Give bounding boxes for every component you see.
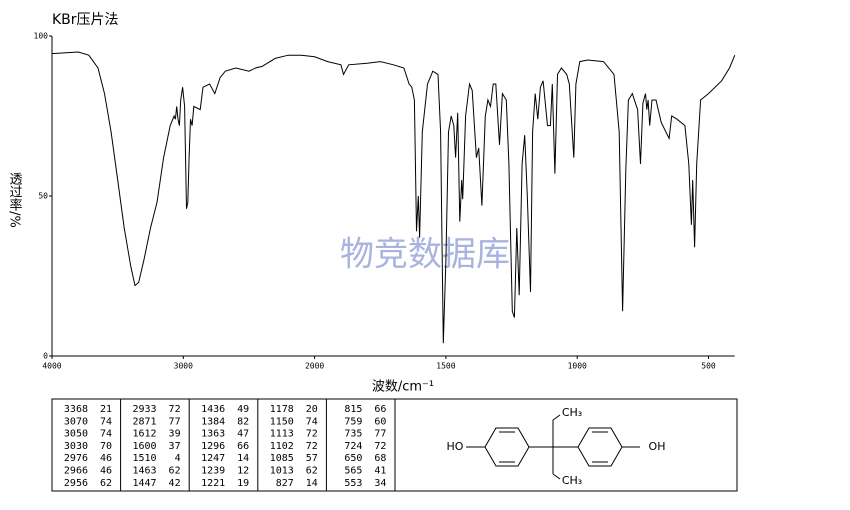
cell-wavenumber: 2956 [64, 478, 88, 489]
cell-transmittance: 20 [306, 404, 318, 415]
cell-wavenumber: 815 [344, 404, 362, 415]
cell-transmittance: 14 [237, 453, 249, 464]
bond [552, 414, 561, 421]
x-axis-label: 波数/cm⁻¹ [372, 380, 434, 395]
cell-transmittance: 74 [306, 416, 318, 427]
cell-transmittance: 21 [100, 404, 112, 415]
watermark: 物竞数据库 [340, 235, 510, 275]
atom-label: CH₃ [562, 406, 582, 419]
cell-transmittance: 4 [175, 453, 181, 464]
cell-wavenumber: 1150 [270, 416, 294, 427]
y-tick-label: 0 [43, 352, 48, 361]
spectrum-line [51, 51, 736, 344]
cell-wavenumber: 3070 [64, 416, 88, 427]
cell-transmittance: 77 [169, 416, 181, 427]
cell-transmittance: 66 [237, 441, 249, 452]
cell-transmittance: 74 [100, 429, 112, 440]
cell-transmittance: 49 [237, 404, 249, 415]
cell-wavenumber: 553 [344, 478, 362, 489]
cell-wavenumber: 1363 [201, 429, 225, 440]
cell-transmittance: 72 [374, 441, 386, 452]
cell-wavenumber: 2933 [133, 404, 157, 415]
cell-transmittance: 12 [237, 466, 249, 477]
cell-wavenumber: 565 [344, 466, 362, 477]
cell-transmittance: 70 [100, 441, 112, 452]
cell-wavenumber: 650 [344, 453, 362, 464]
x-tick-label: 1000 [568, 362, 587, 371]
cell-wavenumber: 1247 [201, 453, 225, 464]
x-tick-label: 4000 [42, 362, 61, 371]
cell-wavenumber: 1013 [270, 466, 294, 477]
cell-wavenumber: 1436 [201, 404, 225, 415]
cell-transmittance: 19 [237, 478, 249, 489]
x-tick-label: 3000 [174, 362, 193, 371]
cell-transmittance: 57 [306, 453, 318, 464]
cell-wavenumber: 1447 [133, 478, 157, 489]
cell-transmittance: 68 [374, 453, 386, 464]
atom-label: HO [447, 440, 464, 453]
cell-transmittance: 62 [306, 466, 318, 477]
x-tick-label: 500 [701, 362, 716, 371]
cell-transmittance: 72 [306, 429, 318, 440]
cell-transmittance: 46 [100, 466, 112, 477]
cell-wavenumber: 1239 [201, 466, 225, 477]
cell-transmittance: 47 [237, 429, 249, 440]
cell-wavenumber: 3368 [64, 404, 88, 415]
cell-wavenumber: 1113 [270, 429, 294, 440]
cell-wavenumber: 759 [344, 416, 362, 427]
cell-transmittance: 62 [169, 466, 181, 477]
cell-transmittance: 37 [169, 441, 181, 452]
ring-right [577, 427, 623, 467]
cell-wavenumber: 1384 [201, 416, 225, 427]
y-tick-label: 100 [34, 32, 49, 41]
cell-wavenumber: 2966 [64, 466, 88, 477]
ring-left [484, 427, 530, 467]
x-tick-label: 2000 [305, 362, 324, 371]
cell-transmittance: 72 [306, 441, 318, 452]
cell-transmittance: 60 [374, 416, 386, 427]
cell-wavenumber: 1085 [270, 453, 294, 464]
cell-transmittance: 46 [100, 453, 112, 464]
cell-transmittance: 62 [100, 478, 112, 489]
cell-wavenumber: 3050 [64, 429, 88, 440]
cell-wavenumber: 3030 [64, 441, 88, 452]
bond [552, 473, 561, 480]
cell-transmittance: 39 [169, 429, 181, 440]
chart-title: KBr压片法 [52, 12, 119, 28]
cell-wavenumber: 1296 [201, 441, 225, 452]
cell-transmittance: 34 [374, 478, 386, 489]
cell-wavenumber: 2976 [64, 453, 88, 464]
cell-transmittance: 66 [374, 404, 386, 415]
cell-wavenumber: 1178 [270, 404, 294, 415]
structure [466, 414, 640, 480]
cell-wavenumber: 1102 [270, 441, 294, 452]
cell-transmittance: 42 [169, 478, 181, 489]
cell-wavenumber: 1600 [133, 441, 157, 452]
y-tick-label: 50 [38, 192, 48, 201]
cell-wavenumber: 2871 [133, 416, 157, 427]
cell-wavenumber: 1463 [133, 466, 157, 477]
cell-transmittance: 72 [169, 404, 181, 415]
atom-label: CH₃ [562, 474, 582, 487]
cell-transmittance: 14 [306, 478, 318, 489]
cell-wavenumber: 827 [276, 478, 294, 489]
atom-label: OH [649, 440, 666, 453]
cell-wavenumber: 724 [344, 441, 362, 452]
cell-transmittance: 82 [237, 416, 249, 427]
cell-transmittance: 41 [374, 466, 386, 477]
cell-wavenumber: 735 [344, 429, 362, 440]
cell-transmittance: 77 [374, 429, 386, 440]
cell-wavenumber: 1612 [133, 429, 157, 440]
cell-wavenumber: 1221 [201, 478, 225, 489]
x-tick-label: 1500 [436, 362, 455, 371]
y-axis-label: 透过率/% [7, 172, 23, 228]
cell-transmittance: 74 [100, 416, 112, 427]
cell-wavenumber: 1510 [133, 453, 157, 464]
